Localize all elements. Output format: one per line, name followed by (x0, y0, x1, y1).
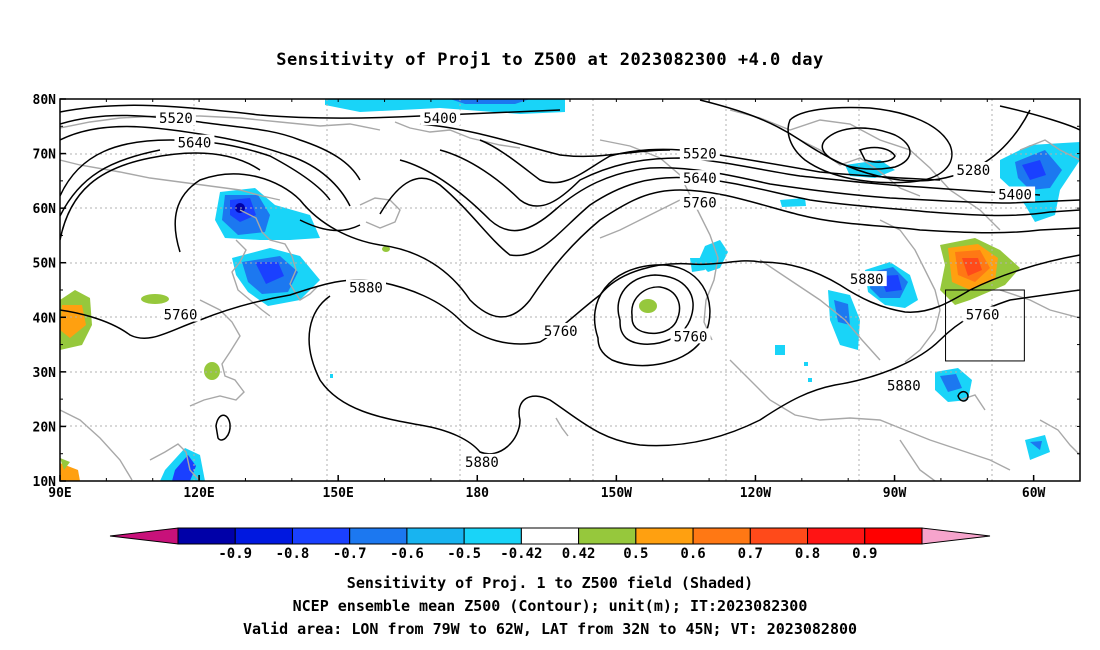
colorbar-label: -0.6 (390, 546, 424, 562)
colorbar-label: -0.8 (276, 546, 310, 562)
lat-tick-label: 10N (33, 475, 57, 490)
footer-line-1: Sensitivity of Proj. 1 to Z500 field (Sh… (346, 574, 754, 592)
contour-label: 5760 (544, 324, 578, 340)
contour-label: 5280 (957, 163, 991, 179)
lat-tick-label: 80N (33, 93, 57, 108)
sensitivity-shading (60, 99, 1080, 481)
page-title: Sensitivity of Proj1 to Z500 at 20230823… (276, 50, 824, 70)
sensitivity-map: 5520 5640 5400 5520 5640 5760 5280 5400 5760 5880… (33, 93, 1081, 562)
contour-label: 5880 (850, 272, 884, 288)
colorbar: -0.9 -0.8 -0.7 -0.6 -0.5 -0.42 0.42 0.5 0.6 0.7 0.… (109, 527, 991, 562)
map-plot-area (60, 99, 1080, 481)
colorbar-swatch (406, 527, 465, 545)
colorbar-label: -0.7 (333, 546, 367, 562)
lat-tick-label: 40N (33, 311, 57, 326)
colorbar-high-extend (921, 527, 991, 545)
colorbar-label: -0.42 (500, 546, 542, 562)
colorbar-swatch (578, 527, 637, 545)
coastlines (60, 109, 1080, 481)
colorbar-label: 0.5 (623, 546, 648, 562)
longitude-axis: 90E 120E 150E 180 150W 120W 90W 60W (48, 99, 1081, 501)
lat-tick-label: 20N (33, 420, 57, 435)
contour-label: 5880 (349, 280, 383, 296)
colorbar-swatch (864, 527, 923, 545)
contour-label: 5520 (683, 147, 717, 163)
colorbar-swatch (807, 527, 866, 545)
contour-label: 5760 (674, 329, 708, 345)
colorbar-swatch (635, 527, 694, 545)
colorbar-low-extend (109, 527, 179, 545)
lon-tick-label: 120E (183, 486, 214, 501)
lat-tick-label: 60N (33, 202, 57, 217)
lon-tick-label: 150W (601, 486, 632, 501)
colorbar-label: 0.7 (738, 546, 763, 562)
colorbar-label: 0.8 (795, 546, 820, 562)
footer-line-3: Valid area: LON from 79W to 62W, LAT fro… (242, 620, 858, 638)
colorbar-label: 0.9 (852, 546, 877, 562)
colorbar-label: 0.42 (562, 546, 596, 562)
lon-tick-label: 90W (883, 486, 907, 501)
contour-label: 5520 (159, 111, 193, 127)
contour-label: 5760 (683, 196, 717, 212)
lat-tick-label: 30N (33, 366, 57, 381)
colorbar-swatch (749, 527, 809, 545)
z500-contours (60, 99, 1080, 455)
colorbar-label: 0.6 (680, 546, 705, 562)
colorbar-swatch (463, 527, 522, 545)
contour-labels: 5520 5640 5400 5520 5640 5760 5280 5400 5760 5880… (155, 110, 1036, 471)
lon-tick-label: 150E (323, 486, 354, 501)
contour-label: 5880 (465, 455, 499, 471)
contour-label: 5640 (683, 171, 717, 187)
contour-label: 5760 (966, 308, 1000, 324)
colorbar-label: -0.5 (447, 546, 481, 562)
colorbar-swatch (291, 527, 351, 545)
colorbar-label: -0.9 (218, 546, 252, 562)
contour-label: 5640 (178, 136, 212, 152)
lat-tick-label: 70N (33, 148, 57, 163)
lon-tick-label: 90E (48, 486, 71, 501)
lon-tick-label: 180 (466, 486, 490, 501)
colorbar-swatch (177, 527, 236, 545)
contour-label: 5880 (887, 379, 921, 395)
colorbar-swatch (520, 527, 580, 545)
valid-area-box (945, 289, 1025, 362)
footer-line-2: NCEP ensemble mean Z500 (Contour); unit(… (292, 597, 808, 615)
colorbar-swatch (692, 527, 751, 545)
lat-tick-label: 50N (33, 257, 57, 272)
contour-label: 5400 (998, 188, 1032, 204)
lon-tick-label: 60W (1022, 486, 1046, 501)
colorbar-swatch (234, 527, 293, 545)
lon-tick-label: 120W (740, 486, 771, 501)
contour-label: 5760 (164, 308, 198, 324)
contour-label: 5400 (423, 111, 457, 127)
colorbar-swatch (349, 527, 408, 545)
